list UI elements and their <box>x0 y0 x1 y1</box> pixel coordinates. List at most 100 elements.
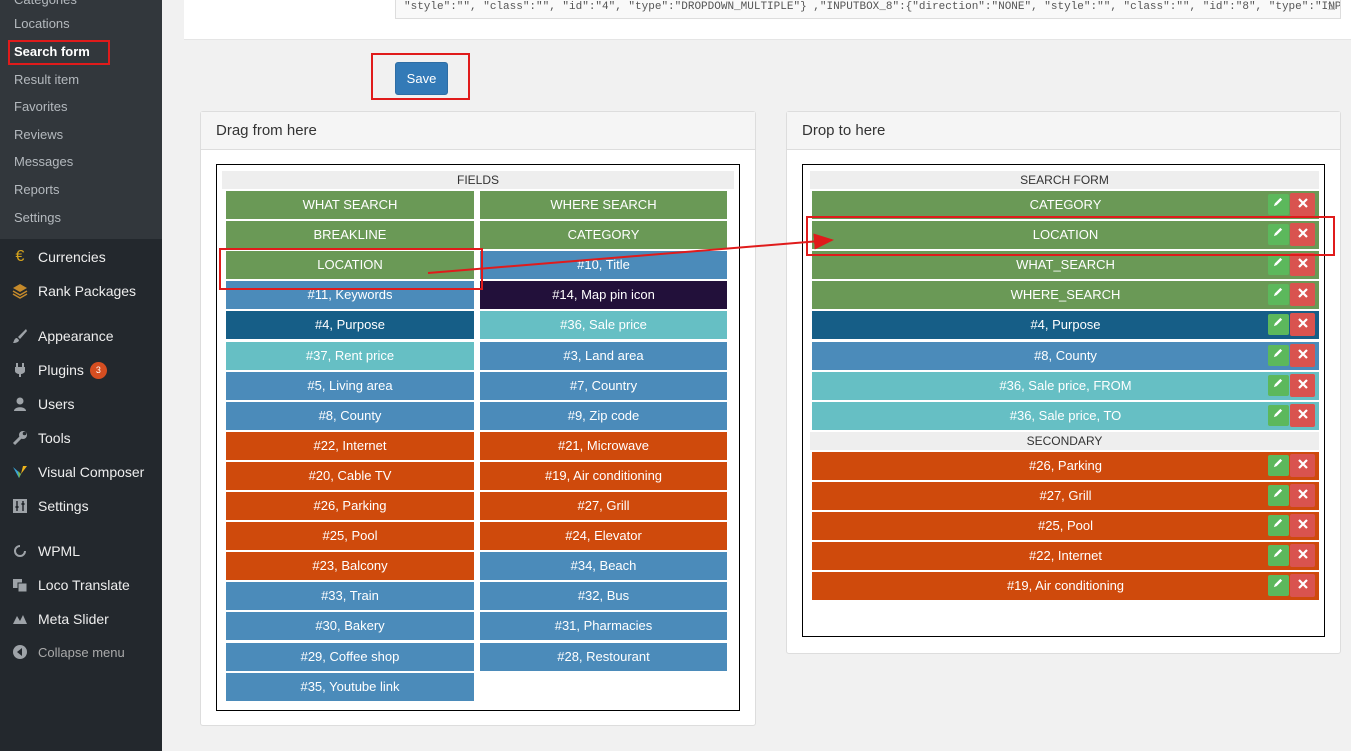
edit-field-button[interactable] <box>1268 284 1289 305</box>
delete-field-button[interactable] <box>1290 374 1315 397</box>
edit-field-button[interactable] <box>1268 575 1289 596</box>
edit-field-button[interactable] <box>1268 314 1289 335</box>
menu-item-visual-composer[interactable]: Visual Composer <box>10 458 160 486</box>
annotation-highlight-location-source <box>219 248 483 290</box>
save-button[interactable]: Save <box>395 62 448 95</box>
draggable-field-23-balcony[interactable]: #23, Balcony <box>226 552 474 580</box>
edit-field-button[interactable] <box>1268 375 1289 396</box>
delete-field-button[interactable] <box>1290 283 1315 306</box>
draggable-field-3-land-area[interactable]: #3, Land area <box>480 342 727 370</box>
menu-item-meta-slider[interactable]: Meta Slider <box>10 605 160 633</box>
search-form-field-4-purpose[interactable]: #4, Purpose <box>812 311 1319 339</box>
draggable-field-14-map-pin-icon[interactable]: #14, Map pin icon <box>480 281 727 309</box>
search-form-field-location[interactable]: LOCATION <box>812 221 1319 249</box>
edit-field-button[interactable] <box>1268 254 1289 275</box>
draggable-field-what-search[interactable]: WHAT SEARCH <box>226 191 474 219</box>
menu-item-plugins[interactable]: Plugins 3 <box>10 356 160 384</box>
draggable-field-breakline[interactable]: BREAKLINE <box>226 221 474 249</box>
delete-field-button[interactable] <box>1290 313 1315 336</box>
menu-item-tools[interactable]: Tools <box>10 424 160 452</box>
draggable-field-7-country[interactable]: #7, Country <box>480 372 727 400</box>
draggable-field-27-grill[interactable]: #27, Grill <box>480 492 727 520</box>
draggable-field-22-internet[interactable]: #22, Internet <box>226 432 474 460</box>
draggable-field-24-elevator[interactable]: #24, Elevator <box>480 522 727 550</box>
draggable-field-9-zip-code[interactable]: #9, Zip code <box>480 402 727 430</box>
draggable-field-36-sale-price[interactable]: #36, Sale price <box>480 311 727 339</box>
search-form-field-36-sale-price-from[interactable]: #36, Sale price, FROM <box>812 372 1319 400</box>
draggable-field-26-parking[interactable]: #26, Parking <box>226 492 474 520</box>
edit-field-button[interactable] <box>1268 194 1289 215</box>
menu-item-loco-translate[interactable]: Loco Translate <box>10 571 160 599</box>
pencil-icon <box>1273 548 1283 558</box>
draggable-field-20-cable-tv[interactable]: #20, Cable TV <box>226 462 474 490</box>
submenu-item-messages[interactable]: Messages <box>14 154 74 169</box>
submenu-item-search-form[interactable]: Search form <box>14 44 90 59</box>
draggable-field-category[interactable]: CATEGORY <box>480 221 727 249</box>
delete-field-button[interactable] <box>1290 193 1315 216</box>
close-icon <box>1297 549 1308 559</box>
delete-field-button[interactable] <box>1290 344 1315 367</box>
draggable-field-35-youtube-link[interactable]: #35, Youtube link <box>226 673 474 701</box>
menu-item-rank-packages[interactable]: Rank Packages <box>10 277 160 305</box>
resize-grip-icon[interactable]: ⇲ <box>1327 2 1336 13</box>
delete-field-button[interactable] <box>1290 253 1315 276</box>
draggable-field-21-microwave[interactable]: #21, Microwave <box>480 432 727 460</box>
edit-field-button[interactable] <box>1268 405 1289 426</box>
search-form-field-where-search[interactable]: WHERE_SEARCH <box>812 281 1319 309</box>
edit-field-button[interactable] <box>1268 224 1289 245</box>
menu-item-currencies[interactable]: € Currencies <box>10 243 160 271</box>
search-form-field-22-internet[interactable]: #22, Internet <box>812 542 1319 570</box>
draggable-field-29-coffee-shop[interactable]: #29, Coffee shop <box>226 643 474 671</box>
submenu-item-locations[interactable]: Locations <box>14 16 70 31</box>
submenu-item-favorites[interactable]: Favorites <box>14 99 68 114</box>
draggable-field-33-train[interactable]: #33, Train <box>226 582 474 610</box>
delete-field-button[interactable] <box>1290 404 1315 427</box>
edit-field-button[interactable] <box>1268 545 1289 566</box>
search-form-field-8-county[interactable]: #8, County <box>812 342 1319 370</box>
submenu-item-reviews[interactable]: Reviews <box>14 127 64 142</box>
search-form-field-26-parking[interactable]: #26, Parking <box>812 452 1319 480</box>
draggable-field-31-pharmacies[interactable]: #31, Pharmacies <box>480 612 727 640</box>
draggable-field-4-purpose[interactable]: #4, Purpose <box>226 311 474 339</box>
delete-field-button[interactable] <box>1290 514 1315 537</box>
submenu-item-settings[interactable]: Settings <box>14 210 61 225</box>
draggable-field-11-keywords[interactable]: #11, Keywords <box>226 281 474 309</box>
draggable-field-25-pool[interactable]: #25, Pool <box>226 522 474 550</box>
menu-item-users[interactable]: Users <box>10 390 160 418</box>
delete-field-button[interactable] <box>1290 484 1315 507</box>
menu-item-label: Settings <box>38 498 89 514</box>
search-form-field-19-air-conditioning[interactable]: #19, Air conditioning <box>812 572 1319 600</box>
delete-field-button[interactable] <box>1290 544 1315 567</box>
search-form-field-36-sale-price-to[interactable]: #36, Sale price, TO <box>812 402 1319 430</box>
delete-field-button[interactable] <box>1290 454 1315 477</box>
search-form-field-category[interactable]: CATEGORY <box>812 191 1319 219</box>
draggable-field-10-title[interactable]: #10, Title <box>480 251 727 279</box>
draggable-field-37-rent-price[interactable]: #37, Rent price <box>226 342 474 370</box>
wrench-icon <box>10 428 30 448</box>
draggable-field-where-search[interactable]: WHERE SEARCH <box>480 191 727 219</box>
edit-field-button[interactable] <box>1268 485 1289 506</box>
delete-field-button[interactable] <box>1290 574 1315 597</box>
draggable-field-30-bakery[interactable]: #30, Bakery <box>226 612 474 640</box>
submenu-item-reports[interactable]: Reports <box>14 182 60 197</box>
draggable-field-34-beach[interactable]: #34, Beach <box>480 552 727 580</box>
search-form-field-25-pool[interactable]: #25, Pool <box>812 512 1319 540</box>
menu-item-settings[interactable]: Settings <box>10 492 160 520</box>
field-label: #22, Internet <box>1029 548 1102 563</box>
menu-item-appearance[interactable]: Appearance <box>10 322 160 350</box>
edit-field-button[interactable] <box>1268 455 1289 476</box>
edit-field-button[interactable] <box>1268 515 1289 536</box>
submenu-item-result-item[interactable]: Result item <box>14 72 80 87</box>
submenu-item-categories[interactable]: Categories <box>14 0 77 10</box>
draggable-field-19-air-conditioning[interactable]: #19, Air conditioning <box>480 462 727 490</box>
draggable-field-28-restourant[interactable]: #28, Restourant <box>480 643 727 671</box>
collapse-menu-button[interactable]: Collapse menu <box>10 638 160 666</box>
draggable-field-5-living-area[interactable]: #5, Living area <box>226 372 474 400</box>
delete-field-button[interactable] <box>1290 223 1315 246</box>
search-form-field-27-grill[interactable]: #27, Grill <box>812 482 1319 510</box>
menu-item-wpml[interactable]: WPML <box>10 537 160 565</box>
draggable-field-8-county[interactable]: #8, County <box>226 402 474 430</box>
search-form-json-textarea[interactable]: "style":"", "class":"", "id":"4", "type"… <box>395 0 1341 19</box>
edit-field-button[interactable] <box>1268 345 1289 366</box>
draggable-field-32-bus[interactable]: #32, Bus <box>480 582 727 610</box>
